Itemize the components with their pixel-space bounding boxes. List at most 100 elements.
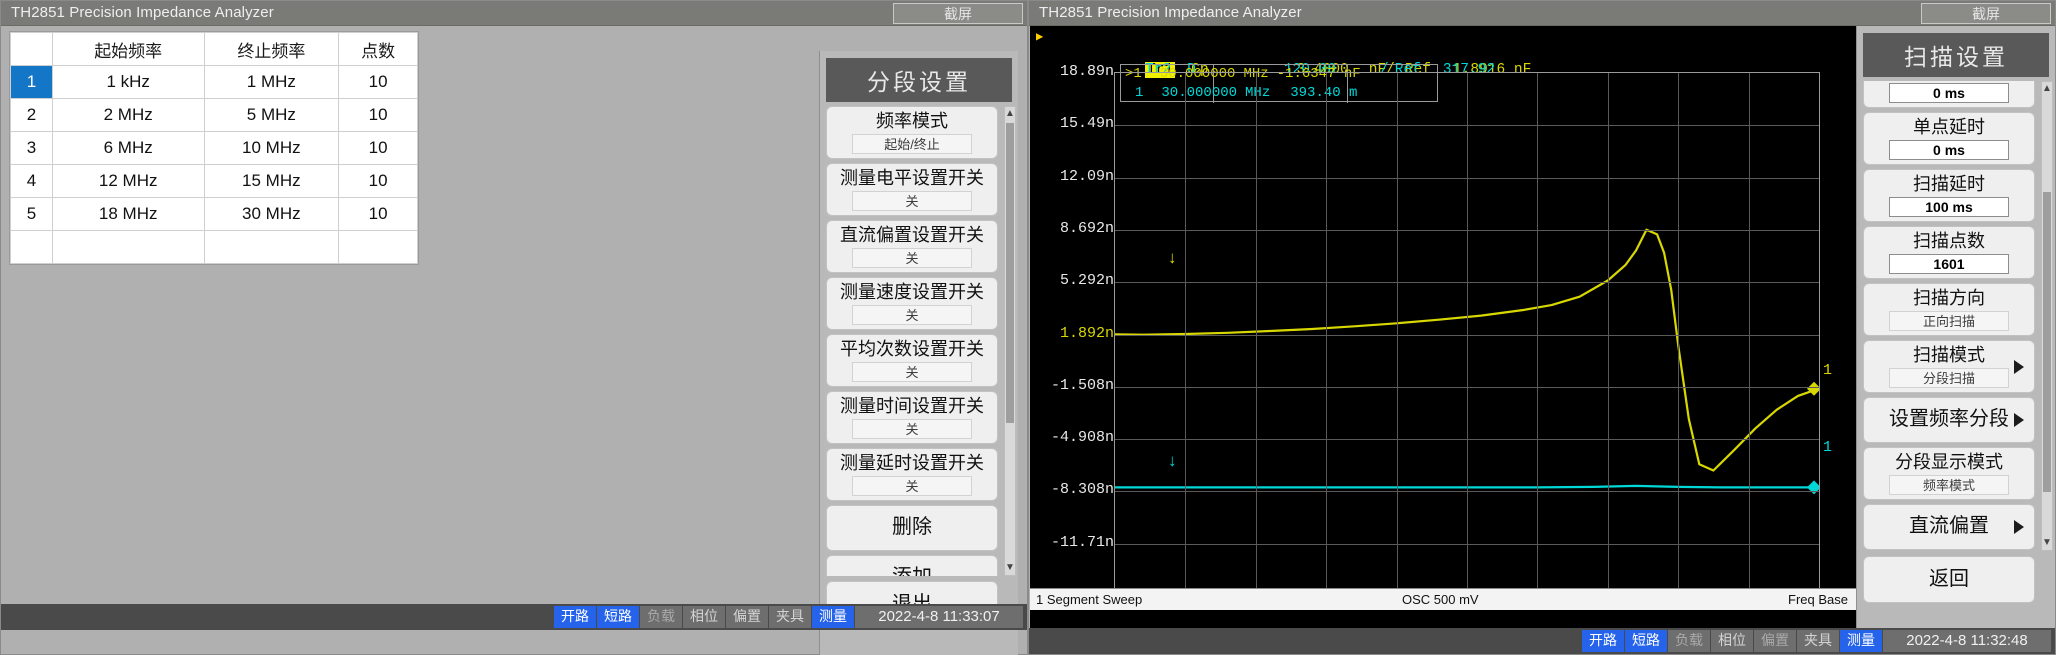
cell-start-frequency[interactable]: 1 kHz [51,65,205,99]
menu-item-value[interactable]: 关 [852,191,972,211]
screenshot-button-right[interactable]: 截屏 [1921,3,2051,24]
cell-start-frequency[interactable]: 12 MHz [51,164,205,198]
cell-point-count[interactable]: 10 [338,98,418,132]
taskbar-button-2[interactable]: 短路 [597,606,639,628]
segment-menu-scrollbar[interactable]: ▲ ▼ [1004,106,1016,576]
taskbar-button-6[interactable]: 夹具 [769,606,811,628]
cell-stop-frequency[interactable]: 15 MHz [203,164,340,198]
menu-item-value[interactable]: 分段扫描 [1889,368,2009,388]
menu-item-3[interactable]: 扫描点数 1601 [1863,226,2035,279]
menu-item-value[interactable]: 关 [852,476,972,496]
menu-item-value[interactable]: 关 [852,362,972,382]
trace-row-2[interactable]: Tr2 D 120.00 / Ref 317.92 [1036,45,1816,78]
cell-point-count[interactable] [338,230,418,264]
cell-stop-frequency[interactable]: 1 MHz [203,65,340,99]
y-axis-tick-label: 18.89n [1059,63,1114,80]
menu-item-6[interactable]: 测量时间设置开关关 [826,391,998,444]
menu-item-value[interactable]: 关 [852,419,972,439]
cell-stop-frequency[interactable]: 10 MHz [203,131,340,165]
menu-item-5[interactable]: 平均次数设置开关关 [826,334,998,387]
scroll-down-icon[interactable]: ▼ [1005,562,1015,573]
taskbar-button-3[interactable]: 负载 [640,606,682,628]
cell-row-index[interactable]: 2 [10,98,53,132]
taskbar-button-5[interactable]: 偏置 [726,606,768,628]
menu-item-value[interactable]: 0 ms [1889,140,2009,160]
taskbar-button-3[interactable]: 负载 [1668,630,1710,652]
menu-item-1[interactable]: 单点延时 0 ms [1863,112,2035,165]
menu-item-4[interactable]: 测量速度设置开关关 [826,277,998,330]
taskbar-button-4[interactable]: 相位 [683,606,725,628]
sweep-menu-scroll[interactable]: 0 ms 单点延时 0 ms 扫描延时 100 ms 扫描点数 1601 扫描方向 正向扫描 扫描… [1863,81,2049,551]
taskbar-button-1[interactable]: 开路 [1582,630,1624,652]
taskbar-button-2[interactable]: 短路 [1625,630,1667,652]
menu-item-2[interactable]: 测量电平设置开关关 [826,163,998,216]
marker-diamond-2[interactable] [1807,480,1819,495]
menu-item-value[interactable]: 关 [852,305,972,325]
plot-area[interactable] [1114,72,1820,597]
menu-item-8[interactable]: 删除 [826,505,998,551]
scroll-up-icon[interactable]: ▲ [1005,108,1015,119]
cell-point-count[interactable]: 10 [338,164,418,198]
trace-1-name[interactable]: Tr1 [1145,62,1176,78]
trace-line-tr2 [1115,484,1819,489]
taskbar-button-1[interactable]: 开路 [554,606,596,628]
menu-item-value[interactable]: 正向扫描 [1889,311,2009,331]
menu-item-value[interactable]: 频率模式 [1889,475,2009,495]
cell-row-index[interactable]: 1 [10,65,53,99]
cell-point-count[interactable]: 10 [338,65,418,99]
cell-stop-frequency[interactable] [203,230,340,264]
menu-item-7[interactable]: 测量延时设置开关关 [826,448,998,501]
taskbar-button-6[interactable]: 夹具 [1797,630,1839,652]
cell-stop-frequency[interactable]: 5 MHz [203,98,340,132]
taskbar-button-7[interactable]: 测量 [1840,630,1882,652]
menu-item-1[interactable]: 频率模式 起始/终止 [826,106,998,159]
menu-item-9[interactable]: 添加 [826,555,998,576]
taskbar-button-7[interactable]: 测量 [812,606,854,628]
table-row[interactable] [10,230,418,264]
cell-row-index[interactable]: 4 [10,164,53,198]
trace-row-1[interactable]: ▶ Tr1 Cp 3.4000 nF/Ref 1.8916 nF [1036,28,1816,78]
taskbar-button-4[interactable]: 相位 [1711,630,1753,652]
scrollbar-thumb[interactable] [2043,192,2051,492]
menu-item-value[interactable]: 起始/终止 [852,134,972,154]
scrollbar-thumb[interactable] [1006,123,1014,423]
cell-start-frequency[interactable]: 2 MHz [51,98,205,132]
menu-item-label: 测量延时设置开关 [840,453,984,473]
taskbar-button-5[interactable]: 偏置 [1754,630,1796,652]
menu-item-2[interactable]: 扫描延时 100 ms [1863,169,2035,222]
menu-item-partial[interactable]: 0 ms [1863,81,2035,108]
table-row[interactable]: 5 18 MHz 30 MHz 10 [10,197,418,231]
cell-start-frequency[interactable]: 18 MHz [51,197,205,231]
measurement-graph-panel[interactable]: ▶ Tr1 Cp 3.4000 nF/Ref 1.8916 nF Tr2 D 120.00 /… [1030,26,1856,630]
menu-item-4[interactable]: 扫描方向 正向扫描 [1863,283,2035,336]
cell-start-frequency[interactable]: 6 MHz [51,131,205,165]
cell-start-frequency[interactable] [51,230,205,264]
scroll-up-icon[interactable]: ▲ [2042,83,2052,94]
menu-item-value[interactable]: 1601 [1889,254,2009,274]
cell-point-count[interactable]: 10 [338,131,418,165]
table-row[interactable]: 4 12 MHz 15 MHz 10 [10,164,418,198]
screenshot-button-left[interactable]: 截屏 [893,3,1023,24]
menu-item-7[interactable]: 分段显示模式 频率模式 [1863,447,2035,500]
menu-item-value[interactable]: 0 ms [1889,83,2009,103]
scroll-down-icon[interactable]: ▼ [2042,537,2052,548]
menu-item-3[interactable]: 直流偏置设置开关关 [826,220,998,273]
segment-menu-scroll[interactable]: 频率模式 起始/终止 测量电平设置开关关直流偏置设置开关关测量速度设置开关关平均次数… [826,106,1012,576]
marker-diamond-1[interactable] [1807,381,1819,396]
back-button[interactable]: 返回 [1863,556,2035,603]
sweep-menu-scrollbar[interactable]: ▲ ▼ [2041,81,2053,551]
menu-item-value[interactable]: 100 ms [1889,197,2009,217]
cell-point-count[interactable]: 10 [338,197,418,231]
menu-item-6[interactable]: 设置频率分段 [1863,397,2035,443]
cell-row-index[interactable] [10,230,53,264]
cell-stop-frequency[interactable]: 30 MHz [203,197,340,231]
menu-item-5[interactable]: 扫描模式 分段扫描 [1863,340,2035,393]
cell-row-index[interactable]: 5 [10,197,53,231]
menu-item-value[interactable]: 关 [852,248,972,268]
cell-row-index[interactable]: 3 [10,131,53,165]
menu-item-8[interactable]: 直流偏置 [1863,504,2035,550]
trace-2-name[interactable]: Tr2 [1145,62,1172,78]
